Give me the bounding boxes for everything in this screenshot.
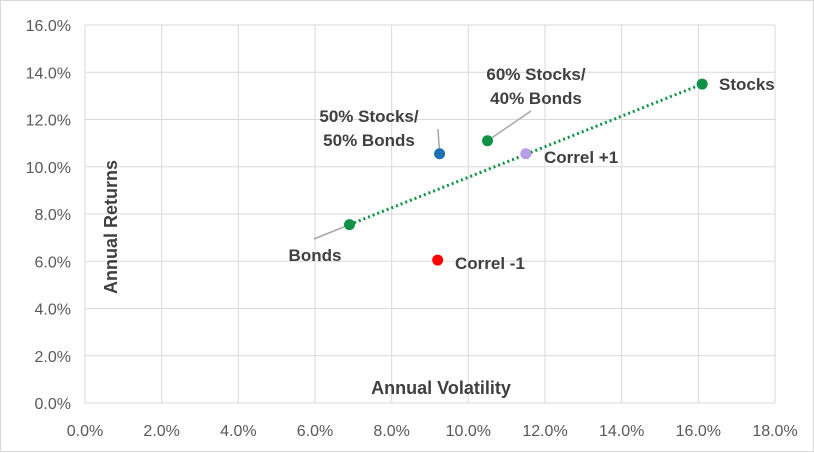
y-tick-labels: 0.0% 2.0% 4.0% 6.0% 8.0% 10.0% 12.0% 14.0% 16.0% <box>26 18 71 413</box>
leader-line <box>487 110 532 142</box>
x-tick-label: 12.0% <box>522 423 567 440</box>
x-tick-label: 10.0% <box>446 423 491 440</box>
x-tick-label: 4.0% <box>220 423 256 440</box>
x-axis-title: Annual Volatility <box>371 378 511 398</box>
x-tick-label: 18.0% <box>752 423 797 440</box>
x-tick-label: 0.0% <box>67 423 103 440</box>
point-label: 60% Stocks/ <box>486 65 585 84</box>
point-label: Correl -1 <box>455 254 525 273</box>
point-label: 50% Stocks/ <box>319 107 418 126</box>
y-axis-title: Annual Returns <box>101 160 121 294</box>
point-stocks <box>696 78 708 90</box>
point-correl-1 <box>520 148 532 160</box>
point-bonds <box>344 219 355 231</box>
point-50-stocks-50-bonds <box>434 148 446 160</box>
y-tick-label: 0.0% <box>35 396 71 413</box>
trendline <box>348 82 703 227</box>
y-tick-label: 10.0% <box>26 160 71 177</box>
y-tick-label: 4.0% <box>35 302 71 319</box>
point-label: Stocks <box>719 75 775 94</box>
point-correl-1 <box>432 254 444 266</box>
y-tick-label: 6.0% <box>35 254 71 271</box>
x-tick-label: 16.0% <box>676 423 721 440</box>
y-tick-label: 8.0% <box>35 207 71 224</box>
x-tick-label: 2.0% <box>143 423 179 440</box>
point-label: Correl +1 <box>544 148 618 167</box>
x-tick-labels: 0.0% 2.0% 4.0% 6.0% 8.0% 10.0% 12.0% 14.0% 16.0%… <box>67 423 798 440</box>
x-tick-label: 8.0% <box>373 423 409 440</box>
point-labels: Stocks Bonds 60% Stocks/40% Bonds 50% Stock… <box>289 65 775 273</box>
point-label: 50% Bonds <box>323 131 415 150</box>
y-tick-label: 2.0% <box>35 349 71 366</box>
data-points <box>344 78 708 266</box>
leader-line <box>313 223 350 240</box>
y-tick-label: 16.0% <box>26 18 71 35</box>
y-tick-label: 12.0% <box>26 113 71 130</box>
gridlines <box>84 24 776 404</box>
x-tick-label: 6.0% <box>297 423 333 440</box>
y-tick-label: 14.0% <box>26 65 71 82</box>
point-label: 40% Bonds <box>490 89 582 108</box>
point-label: Bonds <box>289 246 342 265</box>
x-tick-label: 14.0% <box>599 423 644 440</box>
point-60-stocks-40-bonds <box>482 135 493 147</box>
